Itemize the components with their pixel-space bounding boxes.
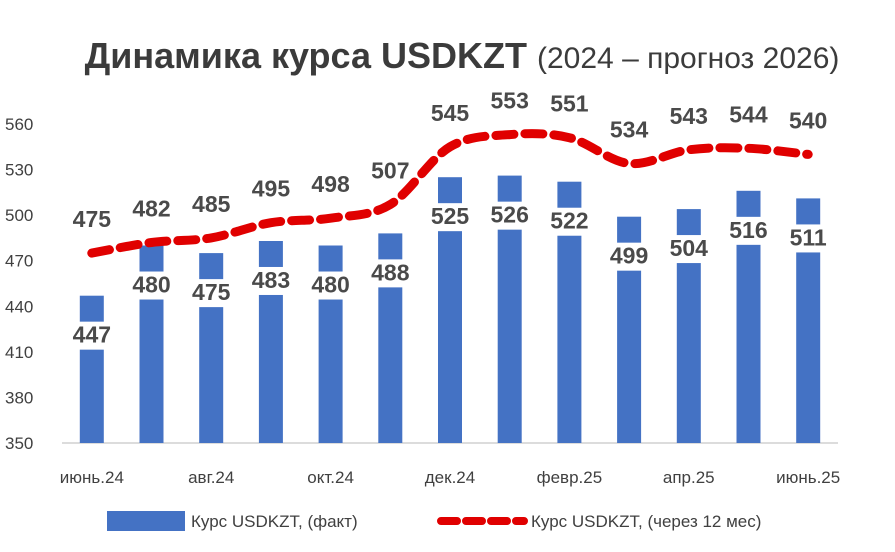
fact-data-label-text: 475 [192,279,231,305]
fact-data-label: 499 [599,242,660,271]
fact-data-label-text: 516 [729,217,767,243]
fact-data-label: 480 [121,271,182,300]
fact-data-label-text: 525 [431,203,470,229]
x-tick-label: апр.25 [663,468,715,487]
forecast-data-label: 551 [550,91,589,117]
fact-data-label: 480 [300,271,361,300]
chart-title: Динамика курса USDKZT (2024 – прогноз 202… [85,35,840,76]
fact-data-label: 488 [360,259,421,288]
fact-data-labels: 447 480 475 483 480 488 525 526 522 499 504 516 511 [61,201,839,350]
forecast-line-group [87,129,813,258]
fact-data-label-text: 504 [670,235,709,261]
fact-data-label: 511 [778,224,839,253]
x-axis: июнь.24 авг.24 окт.24 дек.24 февр.25 апр.25 ию… [60,468,840,487]
fact-data-label-text: 483 [252,267,290,293]
fact-data-label: 504 [658,235,719,264]
y-tick-label: 440 [5,297,33,316]
legend-forecast-label: Курс USDKZT, (через 12 мес) [531,512,761,531]
forecast-data-label: 507 [371,158,409,184]
chart-title-sub: (2024 – прогноз 2026) [537,42,839,75]
fact-data-label-bg [539,207,600,236]
fact-data-label: 522 [539,207,600,236]
forecast-data-label: 482 [132,195,170,221]
legend-fact-swatch [107,511,185,531]
forecast-data-label: 544 [729,101,768,127]
x-tick-label: окт.24 [307,468,354,487]
x-tick-label: июнь.24 [60,468,124,487]
fact-data-label-text: 522 [550,208,588,234]
fact-data-label-bg [181,279,242,308]
y-tick-label: 560 [5,115,33,134]
x-tick-label: июнь.25 [776,468,840,487]
x-tick-label: февр.25 [537,468,603,487]
y-axis: 350 380 410 440 470 500 530 560 [5,115,33,453]
y-tick-label: 530 [5,161,33,180]
forecast-data-label: 485 [192,191,231,217]
forecast-data-label: 498 [311,171,350,197]
y-tick-label: 350 [5,434,33,453]
fact-data-label-bg [778,224,839,253]
fact-data-label-text: 526 [491,202,529,228]
fact-data-label-text: 447 [73,322,111,348]
forecast-data-label: 553 [491,88,529,114]
chart-title-main: Динамика курса USDKZT [85,35,527,76]
forecast-data-label: 475 [73,206,112,232]
fact-data-label-bg [479,201,540,230]
fact-data-label-bg [61,321,122,350]
forecast-data-label: 495 [252,176,291,202]
forecast-data-label: 540 [789,107,827,133]
fact-data-label-bg [599,242,660,271]
forecast-data-label: 534 [610,116,649,142]
x-tick-label: дек.24 [425,468,475,487]
fact-data-label: 447 [61,321,122,350]
fact-bar [79,295,104,443]
fact-data-label-bg [718,216,779,245]
fact-data-label-text: 480 [132,272,170,298]
fact-data-label-bg [360,259,421,288]
y-tick-label: 410 [5,343,33,362]
legend-fact-label: Курс USDKZT, (факт) [191,512,358,531]
fact-data-label: 475 [181,279,242,308]
legend: Курс USDKZT, (факт) Курс USDKZT, (через … [107,511,761,531]
fact-data-label-bg [121,271,182,300]
y-tick-label: 500 [5,206,33,225]
fact-data-label: 516 [718,216,779,245]
fact-data-label-bg [240,266,301,295]
x-tick-label: авг.24 [188,468,234,487]
forecast-data-label: 545 [431,100,470,126]
fact-data-label: 526 [479,201,540,230]
fact-data-label-bg [300,271,361,300]
fact-data-label: 483 [240,266,301,295]
fact-data-label-bg [658,235,719,264]
fact-data-label-text: 480 [311,272,349,298]
forecast-line [87,129,813,258]
fact-data-label: 525 [420,203,480,232]
forecast-data-labels: 475 482 485 495 498 507 545 553 551 534 543 544 540 [73,88,828,232]
y-tick-label: 380 [5,388,33,407]
fact-data-label-text: 499 [610,243,648,269]
forecast-data-label: 543 [670,103,708,129]
y-tick-label: 470 [5,252,33,271]
fact-data-label-text: 511 [790,224,827,250]
fact-data-label-text: 488 [371,259,410,285]
fact-data-label-bg [420,203,480,232]
